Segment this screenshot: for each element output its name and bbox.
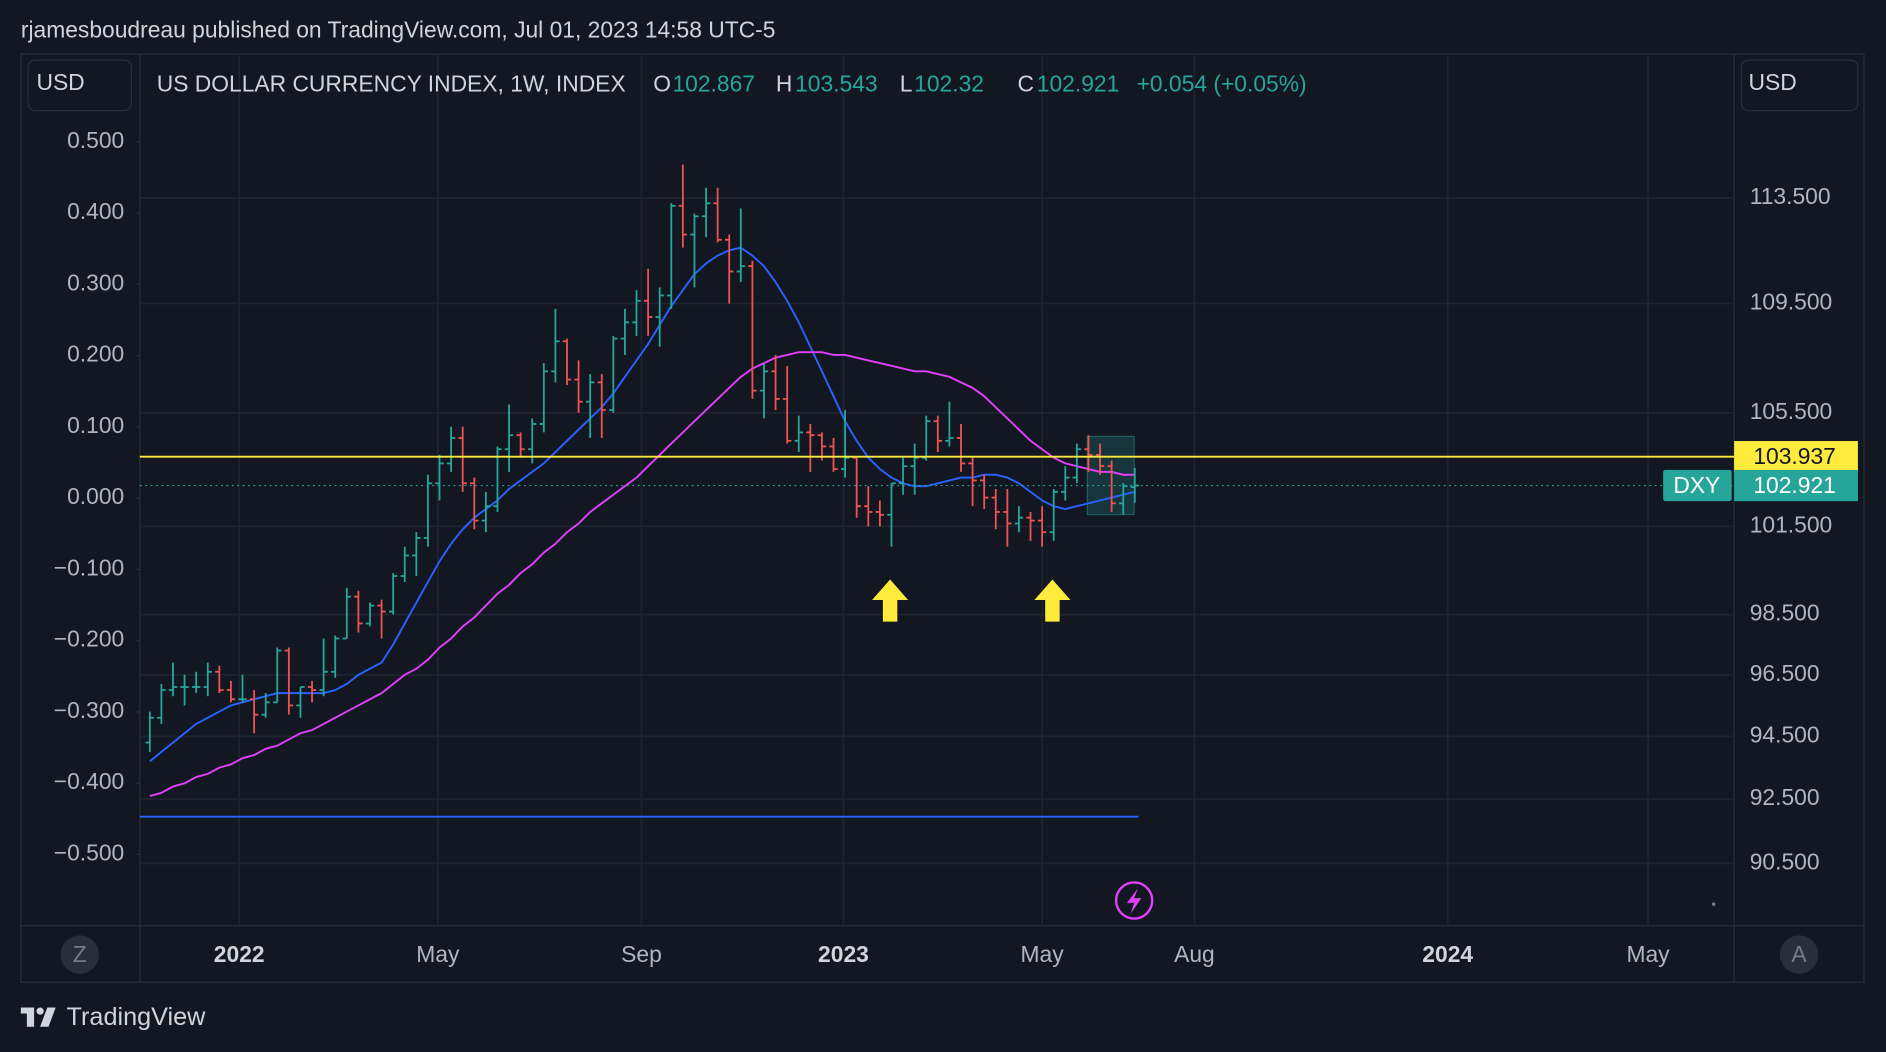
x-tick-label: May [1626, 941, 1670, 967]
chart-title: US DOLLAR CURRENCY INDEX, 1W, INDEX [157, 70, 626, 96]
x-tick-label: Aug [1174, 941, 1215, 967]
x-tick-label: May [1021, 941, 1065, 967]
y-tick-label: 90.500 [1750, 848, 1820, 874]
y2-tick-label: 0.200 [67, 341, 124, 367]
grid [139, 54, 1735, 926]
arrow-up [872, 579, 909, 622]
y2-tick-label: 0.000 [67, 483, 124, 509]
scale-button-label: A [1791, 941, 1807, 967]
legend-key: O [653, 70, 671, 96]
symbol-label: DXY [1673, 472, 1720, 498]
currency-label: USD [1749, 69, 1797, 95]
y-tick-label: 109.500 [1750, 289, 1833, 315]
last-price-box [1734, 469, 1858, 502]
y-tick-label: 94.500 [1750, 721, 1820, 747]
footer-brand: TradingView [67, 1003, 207, 1031]
logo-part [40, 1007, 56, 1027]
currency-label: USD [36, 69, 84, 95]
scale-button-label: Z [73, 941, 87, 967]
logo-part [26, 1007, 35, 1027]
legend-key: C [1018, 70, 1034, 96]
legend-value: 102.867 [672, 70, 755, 96]
x-tick-label: Sep [621, 941, 662, 967]
price-line-label: 103.937 [1753, 443, 1836, 469]
x-tick-label: 2023 [818, 941, 869, 967]
legend-value: 103.543 [795, 70, 878, 96]
y2-tick-label: −0.300 [54, 697, 124, 723]
moving-average [149, 351, 1135, 797]
y-tick-label: 98.500 [1750, 600, 1820, 626]
y2-tick-label: −0.400 [54, 768, 124, 794]
x-tick-label: May [416, 941, 460, 967]
y2-tick-label: 0.500 [67, 127, 124, 153]
publish-header: rjamesboudreau published on TradingView.… [21, 16, 776, 42]
y-tick-label: 92.500 [1750, 784, 1820, 810]
chart-frame [20, 53, 1865, 983]
x-tick-label: 2024 [1422, 941, 1473, 967]
plot [139, 164, 1735, 920]
y-tick-label: 96.500 [1750, 660, 1820, 686]
legend-key: L [900, 70, 913, 96]
y-tick-label: 101.500 [1750, 511, 1833, 537]
scale-button[interactable] [1779, 935, 1819, 974]
event-icon[interactable] [1114, 881, 1154, 920]
y2-tick-label: 0.100 [67, 412, 124, 438]
y2-tick-label: 0.300 [67, 269, 124, 295]
y2-tick-label: −0.500 [54, 840, 124, 866]
scale-button[interactable] [60, 935, 99, 974]
last-price-label: 102.921 [1753, 472, 1836, 498]
dot [1711, 902, 1716, 906]
legend-value: 102.32 [914, 70, 984, 96]
y-tick-label: 105.500 [1750, 398, 1833, 424]
logo [20, 1007, 56, 1027]
logo-part [36, 1007, 44, 1015]
legend-key: H [776, 70, 793, 96]
moving-average [149, 246, 1136, 763]
y2-tick-label: −0.200 [54, 626, 124, 652]
legend-value: 102.921 [1037, 70, 1120, 96]
price-line-label-box [1734, 441, 1858, 473]
currency-button[interactable] [27, 59, 133, 112]
legend-change: +0.054 (+0.05%) [1137, 70, 1307, 96]
y-tick-label: 113.500 [1750, 183, 1831, 209]
lightning [1126, 888, 1142, 914]
symbol-box [1663, 469, 1732, 502]
x-tick-label: 2022 [214, 941, 265, 967]
y2-tick-label: 0.400 [67, 198, 124, 224]
currency-button[interactable] [1740, 59, 1859, 112]
arrow-up [1034, 579, 1071, 622]
y2-tick-label: −0.100 [54, 554, 124, 580]
